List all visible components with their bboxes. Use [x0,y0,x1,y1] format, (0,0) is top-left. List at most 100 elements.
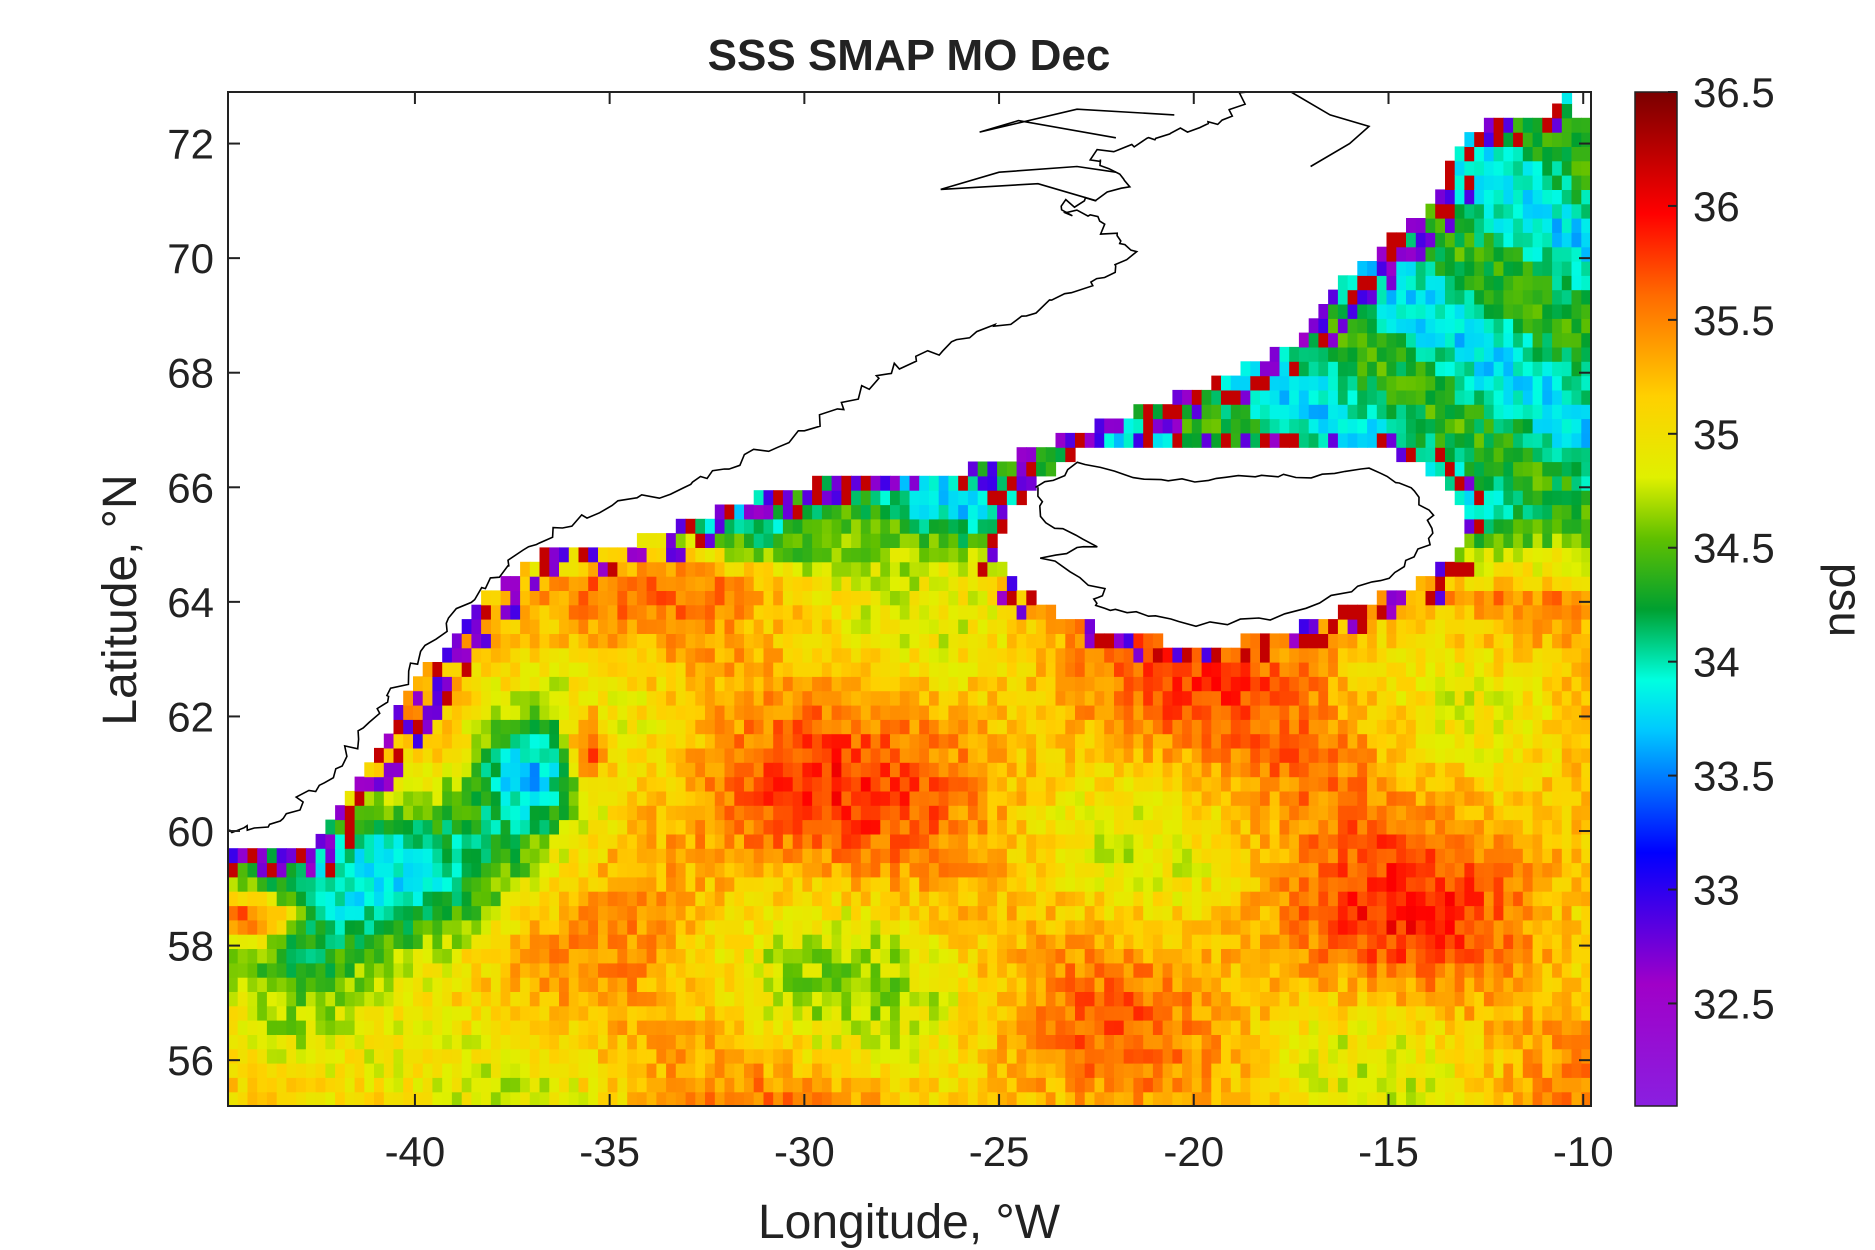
heatmap-cell [1221,1034,1232,1050]
heatmap-cell [773,676,784,692]
heatmap-cell [714,518,726,534]
heatmap-cell [1104,705,1115,720]
heatmap-cell [987,833,998,849]
heatmap-cell [1298,619,1310,634]
heatmap-cell [880,647,891,663]
heatmap-cell [559,1020,570,1035]
heatmap-cell [442,719,453,735]
heatmap-cell [1337,919,1349,935]
heatmap-cell [1114,1091,1125,1106]
heatmap-cell [685,919,696,935]
heatmap-cell [393,848,404,864]
heatmap-cell [1464,991,1475,1007]
heatmap-cell [919,533,930,548]
heatmap-cell [1230,862,1242,878]
heatmap-cell [403,948,414,964]
heatmap-cell [344,962,356,978]
heatmap-cell [899,1034,911,1050]
heatmap-cell [656,561,667,577]
heatmap-cell [481,647,492,663]
heatmap-cell [1260,1020,1271,1035]
heatmap-cell [899,533,911,548]
heatmap-cell [481,790,492,806]
heatmap-cell [1230,404,1242,420]
heatmap-cell [666,762,677,778]
heatmap-cell [1260,1077,1271,1093]
heatmap-cell [909,848,920,864]
heatmap-cell [305,1034,317,1050]
heatmap-cell [880,475,891,491]
heatmap-cell [929,590,940,606]
heatmap-cell [685,676,696,692]
heatmap-cell [393,948,404,964]
heatmap-cell [666,991,677,1007]
heatmap-cell [588,790,599,806]
heatmap-cell [325,977,336,992]
heatmap-cell [471,991,482,1007]
heatmap-cell [598,547,609,563]
heatmap-cell [1464,1091,1475,1106]
heatmap-cell [607,790,618,806]
heatmap-cell [919,776,930,792]
heatmap-cell [1269,776,1280,792]
heatmap-cell [374,948,385,964]
heatmap-cell [1415,833,1427,849]
heatmap-cell [1221,776,1232,792]
heatmap-cell [1318,619,1329,634]
heatmap-cell [598,919,609,935]
heatmap-cell [1464,246,1475,262]
heatmap-cell [286,1048,297,1064]
heatmap-cell [1143,1063,1154,1078]
heatmap-cell [1221,805,1232,821]
heatmap-cell [1162,805,1173,821]
heatmap-cell [851,848,862,864]
heatmap-cell [812,948,823,964]
heatmap-cell [1279,905,1290,921]
heatmap-cell [646,690,657,706]
heatmap-cell [1006,705,1018,720]
heatmap-cell [568,633,580,649]
heatmap-cell [1464,533,1475,548]
heatmap-cell [977,862,988,878]
heatmap-cell [812,1048,823,1064]
heatmap-cell [422,948,433,964]
heatmap-cell [1016,475,1027,491]
heatmap-cell [335,991,346,1007]
heatmap-cell [899,790,911,806]
heatmap-cell [987,561,998,577]
heatmap-cell [1036,1020,1047,1035]
heatmap-cell [1445,833,1456,849]
heatmap-cell [1036,733,1047,749]
heatmap-cell [471,719,482,735]
heatmap-cell [1006,1034,1018,1050]
heatmap-cell [1435,418,1446,434]
heatmap-cell [1337,719,1349,735]
heatmap-cell [568,862,580,878]
heatmap-cell [860,1063,872,1078]
heatmap-cell [958,790,969,806]
heatmap-cell [1211,819,1222,835]
heatmap-cell [870,1077,881,1093]
heatmap-cell [1250,1020,1261,1035]
heatmap-cell [413,962,424,978]
heatmap-cell [646,647,657,663]
heatmap-cell [568,1020,580,1035]
heatmap-cell [598,1091,609,1106]
heatmap-cell [685,776,696,792]
heatmap-cell [1123,905,1134,921]
heatmap-cell [987,1077,998,1093]
heatmap-cell [344,862,356,878]
heatmap-cell [948,905,959,921]
heatmap-cell [627,619,638,634]
heatmap-cell [539,747,550,763]
heatmap-cell [714,1063,726,1078]
heatmap-cell [948,547,959,563]
heatmap-cell [666,948,677,964]
heatmap-cell [461,962,472,978]
heatmap-cell [1406,375,1417,391]
heatmap-cell [831,934,842,949]
heatmap-cell [870,518,881,534]
heatmap-cell [500,1063,511,1078]
heatmap-cell [1474,361,1485,377]
heatmap-cell [559,719,570,735]
